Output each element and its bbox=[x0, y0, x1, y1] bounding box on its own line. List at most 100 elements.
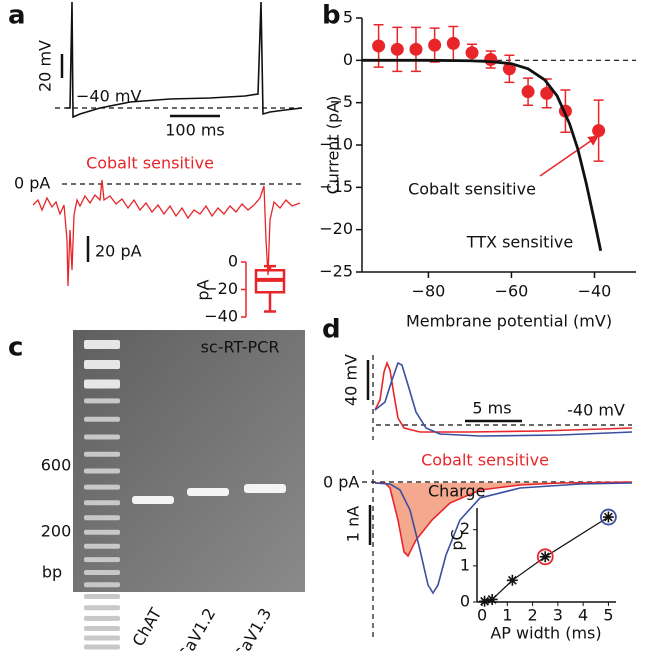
point bbox=[600, 508, 617, 526]
ladder-band bbox=[84, 582, 120, 588]
annotation-arrow bbox=[539, 135, 599, 177]
ladder-band bbox=[84, 569, 120, 575]
level-label: -40 mV bbox=[567, 401, 625, 420]
gel bbox=[73, 330, 305, 592]
voltage-trace bbox=[66, 1, 303, 119]
band bbox=[187, 488, 229, 496]
ladder bbox=[84, 340, 120, 650]
zero-label: 0 pA bbox=[14, 174, 50, 193]
x-tick-label: 2 bbox=[528, 606, 538, 625]
point bbox=[465, 46, 479, 60]
y-tick-label: −5 bbox=[329, 92, 353, 111]
curve bbox=[362, 58, 603, 252]
ladder-band bbox=[84, 500, 120, 506]
scale-label: 20 mV bbox=[36, 40, 55, 92]
x-tick-label: 0 bbox=[477, 606, 487, 625]
trace-title: Cobalt sensitive bbox=[421, 451, 549, 470]
y-tick-label: 0 bbox=[228, 252, 238, 271]
ladder-band bbox=[84, 360, 120, 369]
scale-label: 100 ms bbox=[165, 121, 225, 140]
level-label: −40 mV bbox=[76, 87, 141, 106]
point bbox=[540, 86, 554, 100]
ladder-band bbox=[84, 615, 120, 621]
y-tick-label: 1 bbox=[460, 555, 470, 574]
asterisk bbox=[479, 595, 491, 607]
ladder-band bbox=[84, 605, 120, 611]
y-tick-label: 0 bbox=[343, 50, 353, 69]
current-trace bbox=[374, 482, 633, 595]
x-tick-label: 4 bbox=[578, 606, 588, 625]
x-axis-label: Membrane potential (mV) bbox=[406, 312, 612, 331]
ladder-band bbox=[84, 635, 120, 641]
point bbox=[446, 36, 460, 50]
series-label: TTX sensitive bbox=[466, 233, 573, 252]
unit-label: bp bbox=[42, 563, 62, 582]
point bbox=[502, 62, 516, 76]
ladder-band bbox=[84, 644, 120, 650]
marker-label: 600 bbox=[41, 456, 72, 475]
x-tick-label: 5 bbox=[603, 606, 613, 625]
point bbox=[536, 548, 554, 566]
point bbox=[479, 595, 491, 607]
ladder-band bbox=[84, 451, 120, 457]
point-ring bbox=[600, 508, 617, 526]
lane-label: CaV1.2 bbox=[174, 605, 219, 651]
charge-area bbox=[385, 482, 632, 556]
x-axis-label: AP width (ms) bbox=[490, 624, 601, 643]
ladder-band bbox=[84, 484, 120, 490]
asterisk bbox=[506, 574, 518, 586]
zero-label: 0 pA bbox=[323, 473, 359, 492]
y-tick-label: −20 bbox=[319, 219, 353, 238]
panel-letter: d bbox=[322, 315, 341, 345]
scale-label: 5 ms bbox=[472, 399, 511, 418]
point bbox=[484, 52, 498, 66]
series-label: Cobalt sensitive bbox=[408, 180, 536, 199]
ladder-band bbox=[84, 398, 120, 404]
y-tick-label: 5 bbox=[343, 8, 353, 27]
x-tick-label: −60 bbox=[495, 282, 529, 301]
scale-label: 20 pA bbox=[95, 242, 142, 261]
point bbox=[486, 593, 498, 605]
y-axis-label: Current (pA) bbox=[324, 96, 343, 195]
ap-trace bbox=[374, 360, 633, 433]
y-tick-label: −10 bbox=[319, 135, 353, 154]
ap-trace bbox=[374, 361, 633, 437]
lane-label: CaV1.3 bbox=[230, 605, 275, 651]
point bbox=[390, 42, 404, 56]
panel-letter: a bbox=[8, 1, 26, 31]
asterisk bbox=[539, 551, 551, 563]
ladder-band bbox=[84, 515, 120, 521]
trace-title: Cobalt sensitive bbox=[86, 154, 214, 173]
y-tick-label: 0 bbox=[460, 592, 470, 611]
y-axis-label: pA bbox=[194, 279, 213, 300]
point bbox=[372, 39, 386, 53]
area-label: Charge bbox=[428, 482, 485, 501]
whisker bbox=[264, 292, 276, 313]
ladder-band bbox=[84, 557, 120, 563]
x-tick-label: 1 bbox=[502, 606, 512, 625]
panel-letter: c bbox=[8, 333, 23, 363]
point bbox=[521, 85, 535, 99]
x-tick-label: −40 bbox=[578, 282, 612, 301]
x-tick-label: 3 bbox=[553, 606, 563, 625]
point bbox=[506, 574, 518, 586]
scale-label: 1 nA bbox=[344, 506, 363, 542]
lane-label: ChAT bbox=[129, 605, 166, 650]
ladder-band bbox=[84, 529, 120, 535]
x-tick-label: −80 bbox=[412, 282, 446, 301]
gel-title: sc-RT-PCR bbox=[201, 338, 280, 357]
y-tick-label: −20 bbox=[204, 279, 238, 298]
y-axis-label: pC bbox=[448, 529, 467, 550]
point bbox=[409, 42, 423, 56]
ladder-band bbox=[84, 416, 120, 422]
point bbox=[428, 38, 442, 52]
panel-letter: b bbox=[322, 1, 341, 31]
ladder-band bbox=[84, 625, 120, 631]
ladder-band bbox=[84, 379, 120, 389]
ladder-band bbox=[84, 340, 120, 349]
band bbox=[244, 484, 286, 493]
ladder-band bbox=[84, 434, 120, 440]
y-tick-label: −15 bbox=[319, 177, 353, 196]
